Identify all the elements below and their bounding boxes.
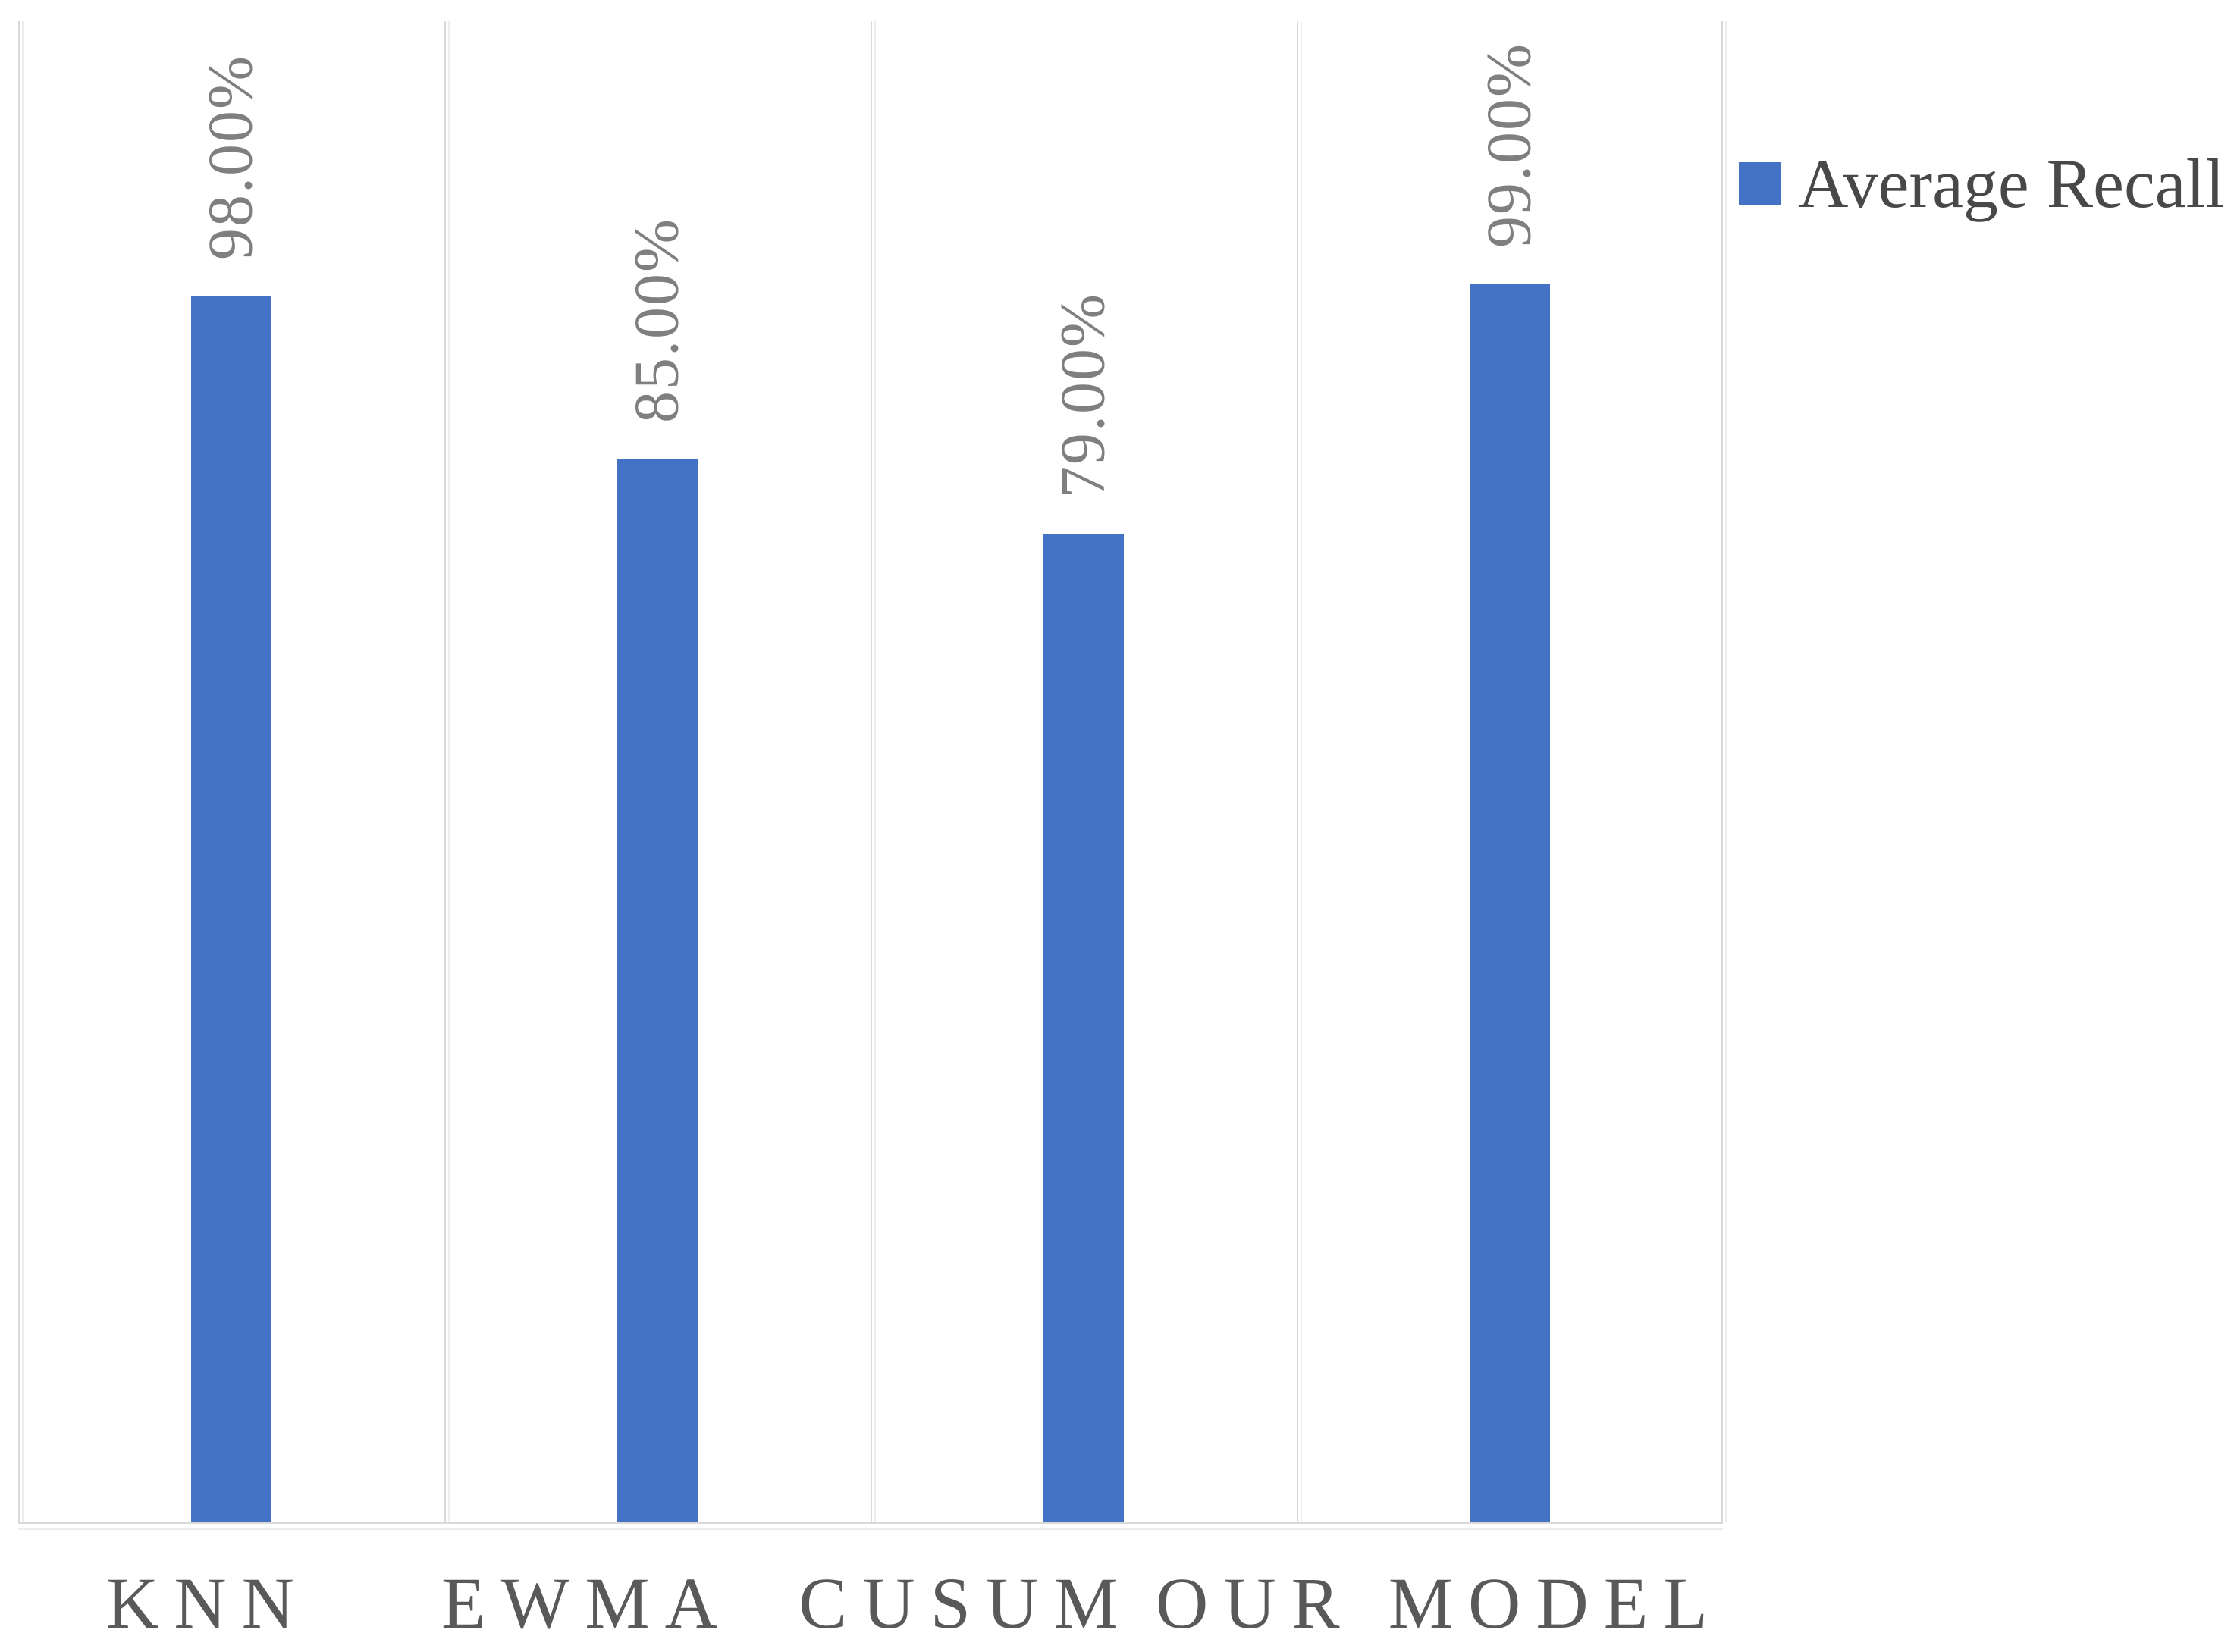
legend: Average Recall	[1739, 149, 2225, 218]
gridline-right-border	[1721, 21, 1723, 1522]
panel-cusum: 79.00%	[871, 21, 1297, 1522]
gridline-divider-2	[871, 21, 872, 1522]
gridline-divider-1	[444, 21, 446, 1522]
bar-knn	[191, 296, 271, 1522]
legend-color-swatch	[1739, 162, 1781, 205]
x-axis-category-labels: KNN EWMA CUSUM OUR MODEL	[18, 1563, 1723, 1644]
panel-our-model: 99.00%	[1297, 21, 1723, 1522]
gridline-divider-3	[1297, 21, 1298, 1522]
gridline-left-border	[18, 21, 20, 1522]
legend-label: Average Recall	[1798, 145, 2225, 222]
category-label-our-model: OUR MODEL	[1156, 1563, 1723, 1644]
plot-area: 98.00% 85.00% 79.00% 99.00%	[18, 21, 1723, 1524]
bar-ewma	[617, 459, 698, 1522]
category-panels: 98.00% 85.00% 79.00% 99.00%	[18, 21, 1723, 1522]
data-label-knn: 98.00%	[195, 55, 266, 260]
panel-ewma: 85.00%	[444, 21, 871, 1522]
bar-cusum	[1043, 534, 1124, 1522]
category-label-cusum: CUSUM	[799, 1563, 1134, 1644]
bar-our-model	[1470, 284, 1550, 1522]
panel-knn: 98.00%	[18, 21, 444, 1522]
category-label-knn: KNN	[106, 1563, 309, 1644]
data-label-cusum: 79.00%	[1047, 292, 1119, 498]
x-axis-line	[18, 1522, 1723, 1524]
category-label-ewma: EWMA	[441, 1563, 733, 1644]
data-label-ewma: 85.00%	[621, 217, 692, 423]
data-label-our-model: 99.00%	[1473, 42, 1545, 248]
